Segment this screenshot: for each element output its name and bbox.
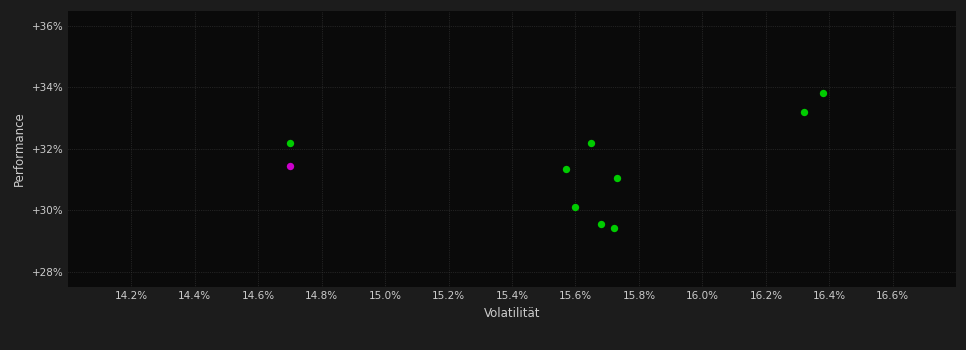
Point xyxy=(796,109,811,115)
Point xyxy=(558,166,574,172)
Point xyxy=(583,140,599,145)
Point xyxy=(593,221,609,227)
Point xyxy=(568,204,583,210)
Point xyxy=(606,225,621,231)
Point xyxy=(609,175,624,181)
Point xyxy=(282,140,298,145)
Point xyxy=(815,90,831,96)
Y-axis label: Performance: Performance xyxy=(14,111,26,186)
Point xyxy=(282,163,298,168)
X-axis label: Volatilität: Volatilität xyxy=(484,307,540,320)
